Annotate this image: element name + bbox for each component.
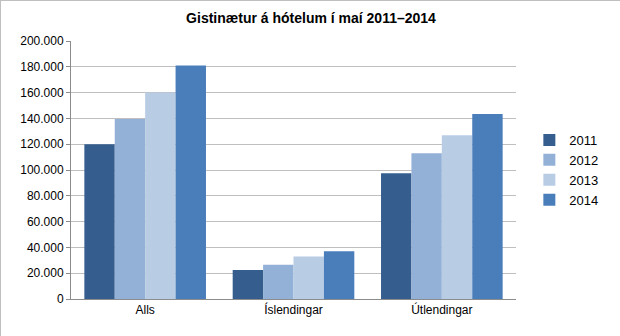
svg-text:2011: 2011 bbox=[569, 133, 597, 148]
svg-text:40.000: 40.000 bbox=[27, 241, 64, 255]
svg-text:Íslendingar: Íslendingar bbox=[264, 302, 323, 317]
svg-text:0: 0 bbox=[57, 292, 64, 306]
svg-text:60.000: 60.000 bbox=[27, 215, 64, 229]
svg-text:140.000: 140.000 bbox=[20, 112, 64, 126]
svg-text:2013: 2013 bbox=[569, 173, 598, 188]
svg-text:Útlendingar: Útlendingar bbox=[411, 302, 472, 317]
svg-text:2014: 2014 bbox=[569, 193, 598, 208]
svg-text:Alls: Alls bbox=[135, 303, 154, 317]
svg-text:80.000: 80.000 bbox=[27, 189, 64, 203]
svg-text:20.000: 20.000 bbox=[27, 266, 64, 280]
svg-text:120.000: 120.000 bbox=[20, 137, 64, 151]
svg-text:2012: 2012 bbox=[569, 153, 598, 168]
svg-text:180.000: 180.000 bbox=[20, 60, 64, 74]
svg-text:160.000: 160.000 bbox=[20, 86, 64, 100]
svg-text:Gistinætur á hótelum í maí 201: Gistinætur á hótelum í maí 2011–2014 bbox=[186, 10, 436, 26]
svg-text:100.000: 100.000 bbox=[20, 163, 64, 177]
svg-text:200.000: 200.000 bbox=[20, 34, 64, 48]
